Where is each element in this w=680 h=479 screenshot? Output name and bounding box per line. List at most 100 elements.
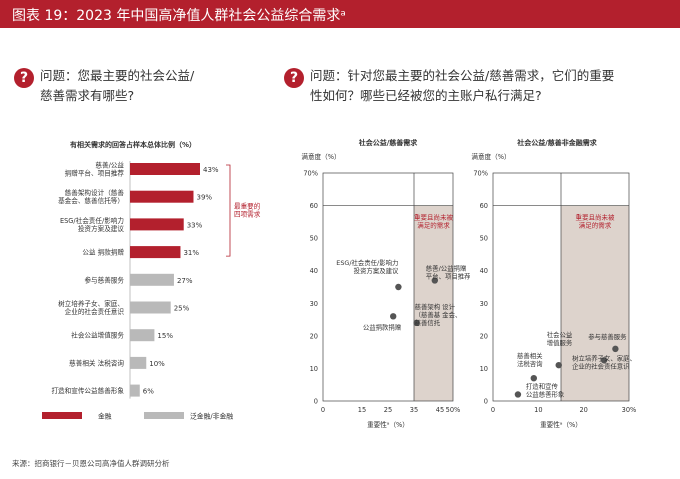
bar bbox=[130, 273, 174, 286]
x-tick-label: 0 bbox=[491, 406, 495, 414]
y-tick-label: 30 bbox=[310, 300, 318, 308]
x-tick-label: 30% bbox=[622, 406, 637, 414]
question-left-line2: 慈善需求有哪些? bbox=[40, 88, 135, 103]
scatter-point bbox=[530, 375, 537, 382]
point-label: 公益捐款捐赠 bbox=[363, 322, 401, 331]
x-tick-label: 25 bbox=[384, 406, 392, 414]
point-label: 慈善相关法税咨询 bbox=[517, 351, 543, 368]
bar-category-label: 社会公益增值服务 bbox=[71, 331, 124, 340]
y-axis-label: 满意度（%） bbox=[301, 152, 340, 161]
plot-frame bbox=[322, 172, 454, 402]
legend-label-nonfinance: 泛金融/非金融 bbox=[190, 412, 233, 421]
bar-category-label: ESG/社会责任/影响力投资方案及建议 bbox=[60, 216, 124, 233]
bar-category-label: 慈善相关 法税咨询 bbox=[69, 358, 124, 367]
highlight-bracket bbox=[226, 164, 231, 257]
x-tick-label: 20 bbox=[579, 406, 587, 414]
bar bbox=[130, 301, 171, 314]
y-tick-label: 0 bbox=[314, 398, 318, 406]
y-tick-label: 70% bbox=[473, 170, 488, 178]
bar-value-label: 27% bbox=[177, 277, 193, 285]
scatter-point bbox=[555, 361, 562, 369]
y-tick-label: 30 bbox=[480, 300, 488, 308]
y-tick-label: 40 bbox=[480, 267, 488, 275]
bar-category-label: 公益 捐款捐赠 bbox=[82, 248, 124, 257]
y-tick-label: 70% bbox=[303, 170, 318, 178]
point-label: 树立培养子女、家庭、企业的社会责任意识 bbox=[572, 353, 636, 370]
bar bbox=[130, 190, 194, 203]
question-icon: ? bbox=[284, 68, 304, 88]
x-tick-label: 0 bbox=[321, 406, 325, 414]
bar-category-label: 打造和宣传公益慈善形象 bbox=[51, 386, 124, 395]
point-label: 参与慈善服务 bbox=[588, 332, 627, 341]
bar-category-label: 树立培养子女、家庭、企业的社会责任意识 bbox=[58, 299, 124, 316]
scatter-title: 社会公益/慈善需求 bbox=[358, 138, 419, 147]
x-axis-label: 重要性ᵃ（%） bbox=[540, 420, 582, 429]
bracket-label: 最重要的四项需求 bbox=[234, 202, 261, 219]
scatter-point bbox=[600, 357, 608, 364]
y-axis-label: 满意度（%） bbox=[471, 152, 510, 161]
scatter-point bbox=[413, 319, 420, 327]
point-label: 打造和宣传公益慈善形象 bbox=[526, 381, 565, 398]
bar bbox=[130, 384, 140, 397]
bar-chart-title: 有相关需求的回答占样本总体比例（%） bbox=[70, 140, 196, 149]
scatter-point bbox=[514, 391, 522, 398]
scatter-title: 社会公益/慈善非金融需求 bbox=[516, 138, 598, 147]
bar-value-label: 15% bbox=[157, 332, 173, 340]
y-tick-label: 40 bbox=[310, 267, 318, 275]
source-note: 来源：招商银行－贝恩公司高净值人群调研分析 bbox=[12, 459, 170, 468]
y-tick-label: 20 bbox=[480, 332, 488, 340]
figure-title: 图表 19：2023 年中国高净值人群社会公益综合需求ᵃ bbox=[12, 8, 346, 24]
bar bbox=[130, 356, 147, 369]
y-tick-label: 50 bbox=[480, 235, 488, 243]
point-label: ESG/社会责任/影响力投资方案及建议 bbox=[336, 258, 399, 275]
x-tick-label: 10 bbox=[534, 406, 542, 414]
bar-value-label: 39% bbox=[196, 194, 212, 202]
y-tick-label: 20 bbox=[310, 332, 318, 340]
y-tick-label: 0 bbox=[484, 398, 488, 406]
bar bbox=[130, 246, 181, 259]
bar-chart: 有相关需求的回答占样本总体比例（%） 43% 慈善/公益捐赠平台、项目推荐 39% 慈善… bbox=[42, 140, 261, 421]
unmet-needs-label: 重要且尚未被满足的需求 bbox=[414, 213, 454, 230]
bar-category-label: 参与慈善服务 bbox=[84, 275, 124, 284]
bar bbox=[130, 163, 200, 175]
x-tick-label: 15 bbox=[358, 406, 366, 414]
bar-value-label: 25% bbox=[174, 305, 190, 313]
y-tick-label: 60 bbox=[480, 202, 488, 210]
x-tick-label: 35 bbox=[410, 406, 418, 414]
bar-value-label: 6% bbox=[143, 388, 154, 396]
bar-value-label: 33% bbox=[187, 221, 203, 229]
question-right-line2: 性如何？哪些已经被您的主账户私行满足? bbox=[310, 88, 542, 103]
question-left: 问题：您最主要的社会公益/ 慈善需求有哪些? bbox=[40, 66, 194, 106]
y-tick-label: 10 bbox=[480, 365, 488, 373]
x-tick-label: 50% bbox=[446, 406, 461, 414]
bar-value-label: 43% bbox=[203, 166, 219, 174]
scatter-point bbox=[390, 313, 397, 320]
point-label: 社会公益增值服务 bbox=[547, 330, 573, 347]
x-axis-label: 重要性ᵃ（%） bbox=[367, 420, 409, 429]
legend-swatch-finance bbox=[42, 412, 82, 419]
question-left-line1: 问题：您最主要的社会公益/ bbox=[40, 68, 195, 83]
question-icon: ? bbox=[14, 68, 34, 88]
point-label: 慈善/公益捐赠平台、项目推荐 bbox=[426, 263, 470, 280]
figure-header: 图表 19：2023 年中国高净值人群社会公益综合需求ᵃ bbox=[0, 0, 680, 28]
unmet-needs-region bbox=[561, 205, 629, 401]
bar-category-label: 慈善架构设计（慈善基金会、慈善信托等） bbox=[58, 188, 124, 205]
y-tick-label: 60 bbox=[310, 202, 318, 210]
bar-value-label: 31% bbox=[183, 249, 199, 257]
bar-value-label: 10% bbox=[149, 360, 165, 368]
legend-label-finance: 金融 bbox=[98, 412, 112, 421]
question-right-line1: 问题：针对您最主要的社会公益/慈善需求，它们的重要 bbox=[310, 68, 615, 83]
question-right: 问题：针对您最主要的社会公益/慈善需求，它们的重要 性如何？哪些已经被您的主账户… bbox=[310, 66, 614, 106]
point-label: 慈善架构 设计（慈善基 金会、慈善信托 bbox=[415, 302, 462, 327]
y-tick-label: 50 bbox=[310, 235, 318, 243]
bar bbox=[130, 329, 155, 342]
scatter-point bbox=[612, 345, 619, 353]
y-tick-label: 10 bbox=[310, 365, 318, 373]
scatter-point bbox=[431, 277, 438, 284]
bar-category-label: 慈善/公益捐赠平台、项目推荐 bbox=[65, 161, 125, 178]
unmet-needs-region bbox=[414, 205, 453, 401]
legend-swatch-nonfinance bbox=[144, 412, 184, 419]
bar bbox=[130, 218, 184, 231]
